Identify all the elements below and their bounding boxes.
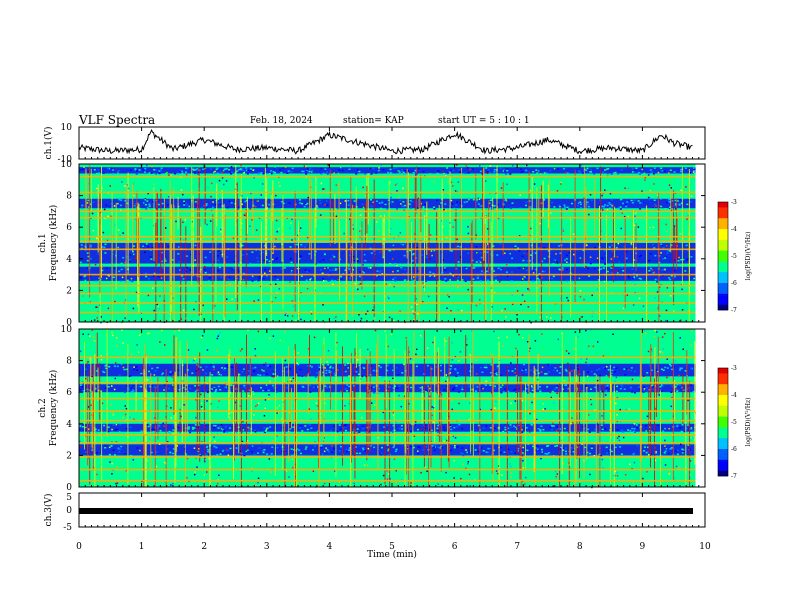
ch1-waveform-frame [78,126,706,160]
freq-tick-label-1-3: 4 [66,255,72,265]
freq-tick-label-2-0: 10 [61,325,73,335]
ch3-ytick-bottom: -5 [63,523,72,533]
time-tick-label-5: 5 [389,542,395,552]
freq-tick-label-1-2: 6 [66,223,72,233]
freq-tick-label-2-2: 6 [66,388,72,398]
freq-tick-label-1-5: 0 [66,318,72,328]
colorbar-tick-1-2: -5 [731,253,737,260]
ch1-spectrogram-image [79,164,705,324]
ch2-spectrogram-panel: 10 8 6 4 2 0 ch.2 Frequency (kHz) [38,325,706,493]
ch3-ytick-top: 5 [66,493,72,503]
colorbar-tick-1-0: -3 [731,199,737,206]
time-tick-label-4: 4 [327,542,333,552]
station-label: station= KAP [343,116,404,126]
time-tick-label-10: 10 [699,542,711,552]
ch1-ytick-top: 10 [61,123,73,133]
time-tick-label-8: 8 [577,542,583,552]
time-axis-ticks: 0 1 2 3 4 5 6 7 8 9 10 [76,127,711,552]
freq-tick-label-2-1: 8 [66,357,72,367]
freq-tick-label-2-3: 4 [66,420,72,430]
ch2-spectrogram-image [79,329,705,489]
colorbar-tick-2-1: -4 [731,392,737,399]
date-label: Feb. 18, 2024 [250,116,313,126]
ch1-waveform-ylabel: ch.1(V) [43,127,54,160]
ch3-waveform-ylabel: ch.3(V) [43,494,54,527]
freq-tick-label-1-4: 2 [66,286,72,296]
time-axis-label: Time (min) [367,549,417,560]
time-tick-label-2: 2 [201,542,207,552]
freq-tick-label-1-0: 10 [61,160,73,170]
colorbar-label-1: log(PSD)(V²/Hz) [745,232,752,281]
start-time-label: start UT = 5 : 10 : 1 [438,116,530,126]
time-tick-label-1: 1 [139,542,145,552]
time-tick-label-7: 7 [514,542,520,552]
time-tick-label-3: 3 [264,542,270,552]
ch3-waveform-line [79,508,693,514]
freq-tick-label-2-5: 0 [66,483,72,493]
time-tick-label-9: 9 [640,542,646,552]
ch1-spectrogram-ylabel-frequency: Frequency (kHz) [48,205,59,282]
colorbar-tick-1-1: -4 [731,226,737,233]
ch3-waveform-panel: 5 0 -5 ch.3(V) [43,492,706,533]
ch1-spectrogram-ylabel-channel: ch.1 [38,233,48,252]
ch1-spectrogram-panel: 10 8 6 4 2 0 ch.1 Frequency (kHz) [38,160,706,328]
colorbar-tick-2-4: -7 [731,473,737,480]
colorbar-tick-2-2: -5 [731,419,737,426]
colorbar-tick-1-3: -6 [731,280,737,287]
time-tick-label-0: 0 [76,542,82,552]
ch2-colorbar: -3 -4 -5 -6 -7 log(PSD)(V²/Hz) [717,365,752,480]
colorbar-tick-2-0: -3 [731,365,737,372]
ch3-ytick-mid: 0 [66,506,72,516]
colorbar-label-2: log(PSD)(V²/Hz) [745,398,752,447]
freq-tick-label-1-1: 8 [66,192,72,202]
colorbar-tick-2-3: -6 [731,446,737,453]
ch1-ytick-bottom: -10 [58,155,73,165]
ch1-freq-ticks: 10 8 6 4 2 0 [61,160,705,328]
figure-title: VLF Spectra [78,113,155,127]
ch2-freq-ticks: 10 8 6 4 2 0 [61,325,705,493]
ch2-spectrogram-ylabel-frequency: Frequency (kHz) [48,370,59,447]
ch1-waveform-panel: 10 -10 ch.1(V) [43,123,706,165]
ch1-colorbar: -3 -4 -5 -6 -7 log(PSD)(V²/Hz) [717,199,752,314]
freq-tick-label-2-4: 2 [66,451,72,461]
colorbar-tick-1-4: -7 [731,307,737,314]
time-tick-label-6: 6 [452,542,458,552]
ch2-spectrogram-ylabel-channel: ch.2 [38,398,48,417]
ch1-waveform-line [78,128,693,155]
